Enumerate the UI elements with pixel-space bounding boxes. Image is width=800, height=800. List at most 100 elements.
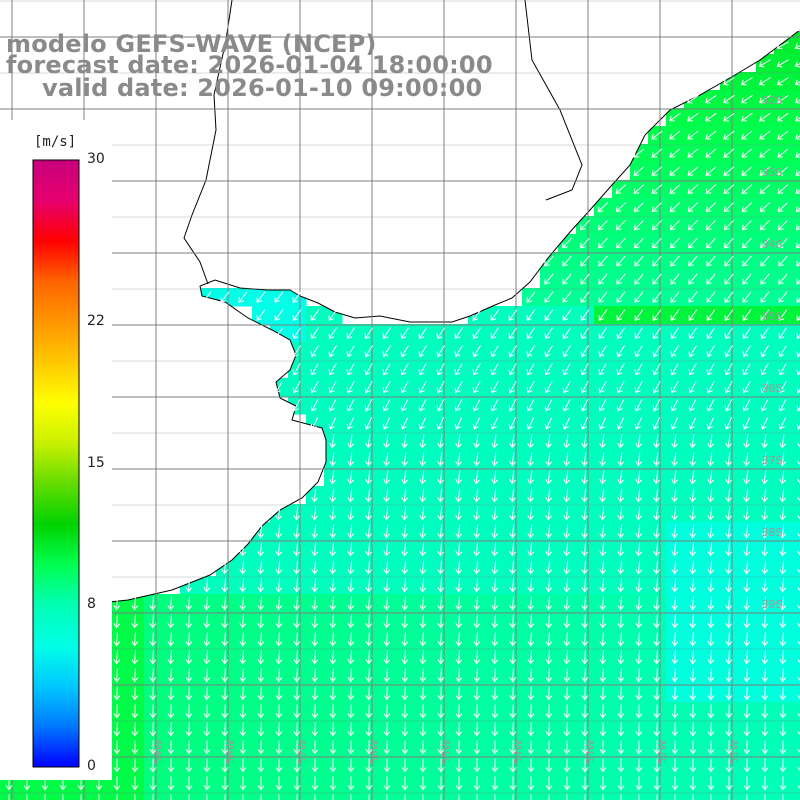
wind-arrow: [473, 632, 481, 647]
wind-arrow: [419, 488, 427, 503]
wind-arrow: [616, 381, 625, 394]
wind-arrow: [113, 650, 121, 665]
wind-arrow: [544, 416, 553, 430]
wind-arrow: [257, 578, 265, 593]
wind-arrow: [635, 578, 643, 593]
wind-arrow: [796, 260, 800, 267]
wind-arrow: [491, 722, 499, 737]
wind-arrow: [563, 596, 571, 611]
wind-arrow: [473, 740, 481, 755]
wind-cell: [792, 162, 800, 181]
wind-arrow: [707, 722, 715, 737]
wind-arrow: [598, 291, 608, 303]
wind-arrow: [670, 309, 680, 321]
wind-arrow: [779, 578, 787, 593]
wind-arrow: [705, 202, 717, 213]
wind-arrow: [491, 776, 499, 791]
wind-arrow: [185, 722, 193, 737]
wind-arrow: [689, 686, 697, 701]
wind-arrow: [617, 524, 625, 539]
wind-arrow: [526, 416, 535, 430]
wind-arrow: [652, 309, 662, 321]
wind-arrow: [635, 740, 643, 755]
wind-arrow: [509, 632, 517, 647]
wind-arrow: [743, 542, 751, 557]
wind-arrow: [347, 614, 355, 629]
wind-vectors: [5, 7, 800, 800]
wind-arrow: [580, 255, 590, 267]
wind-arrow: [185, 578, 193, 593]
wind-arrow: [563, 776, 571, 791]
map-title-model: modelo GEFS-WAVE (NCEP): [6, 30, 377, 58]
wind-arrow: [617, 686, 625, 701]
wind-arrow: [203, 776, 211, 791]
wind-arrow: [329, 704, 337, 719]
wind-arrow: [580, 398, 589, 412]
wind-arrow: [473, 578, 481, 593]
wind-arrow: [131, 596, 139, 611]
wind-arrow: [400, 416, 409, 430]
wind-arrow: [617, 434, 624, 449]
wind-arrow: [293, 632, 301, 647]
wind-cell: [792, 180, 800, 199]
wind-arrow: [455, 470, 463, 485]
wind-arrow: [544, 363, 553, 376]
wind-arrow: [365, 722, 373, 737]
wind-arrow: [778, 327, 788, 340]
wind-arrow: [634, 345, 643, 358]
wind-arrow: [347, 470, 355, 485]
wind-arrow: [669, 130, 681, 140]
wind-arrow: [778, 255, 788, 267]
wind-cell: [792, 648, 800, 667]
wind-arrow: [545, 506, 553, 521]
wind-arrow: [760, 309, 770, 321]
latitude-label: 38S: [762, 526, 783, 539]
wind-arrow: [131, 668, 139, 683]
wind-arrow: [725, 542, 733, 557]
wind-arrow: [545, 578, 553, 593]
wind-arrow: [617, 776, 625, 791]
wind-arrow: [473, 686, 481, 701]
wind-arrow: [652, 237, 662, 249]
wind-arrow: [671, 434, 678, 449]
wind-arrow: [671, 452, 679, 467]
wind-cell: [792, 522, 800, 541]
wind-arrow: [797, 568, 800, 574]
wind-arrow: [329, 434, 336, 449]
wind-arrow: [563, 668, 571, 683]
wind-arrow: [203, 650, 211, 665]
wind-arrow: [743, 560, 751, 575]
wind-arrow: [598, 237, 608, 249]
wind-arrow: [797, 478, 800, 485]
wind-arrow: [599, 722, 607, 737]
wind-arrow: [562, 363, 571, 376]
wind-arrow: [275, 560, 283, 575]
wind-arrow: [365, 524, 373, 539]
land-area: [0, 0, 800, 613]
wind-arrow: [651, 166, 663, 176]
wind-arrow: [257, 740, 265, 755]
wind-arrow: [634, 255, 644, 267]
wind-arrow: [687, 112, 699, 122]
wind-arrow: [724, 273, 734, 285]
wind-arrow: [311, 704, 319, 719]
wind-arrow: [671, 470, 679, 485]
wind-arrow: [472, 398, 481, 412]
wind-arrow: [725, 596, 733, 611]
wind-arrow: [776, 59, 789, 68]
wind-arrow: [743, 704, 751, 719]
wind-arrow: [472, 381, 481, 394]
wind-arrow: [400, 398, 409, 412]
wind-arrow: [382, 345, 391, 358]
wind-arrow: [188, 794, 190, 800]
wind-arrow: [563, 758, 571, 773]
wind-arrow: [545, 740, 553, 755]
wind-arrow: [491, 452, 499, 467]
wind-cell: [792, 666, 800, 685]
wind-arrow: [779, 740, 787, 755]
wind-arrow: [382, 327, 392, 340]
wind-arrow: [722, 94, 735, 104]
wind-arrow: [203, 596, 211, 611]
wind-arrow: [671, 524, 679, 539]
wind-arrow: [652, 416, 661, 430]
